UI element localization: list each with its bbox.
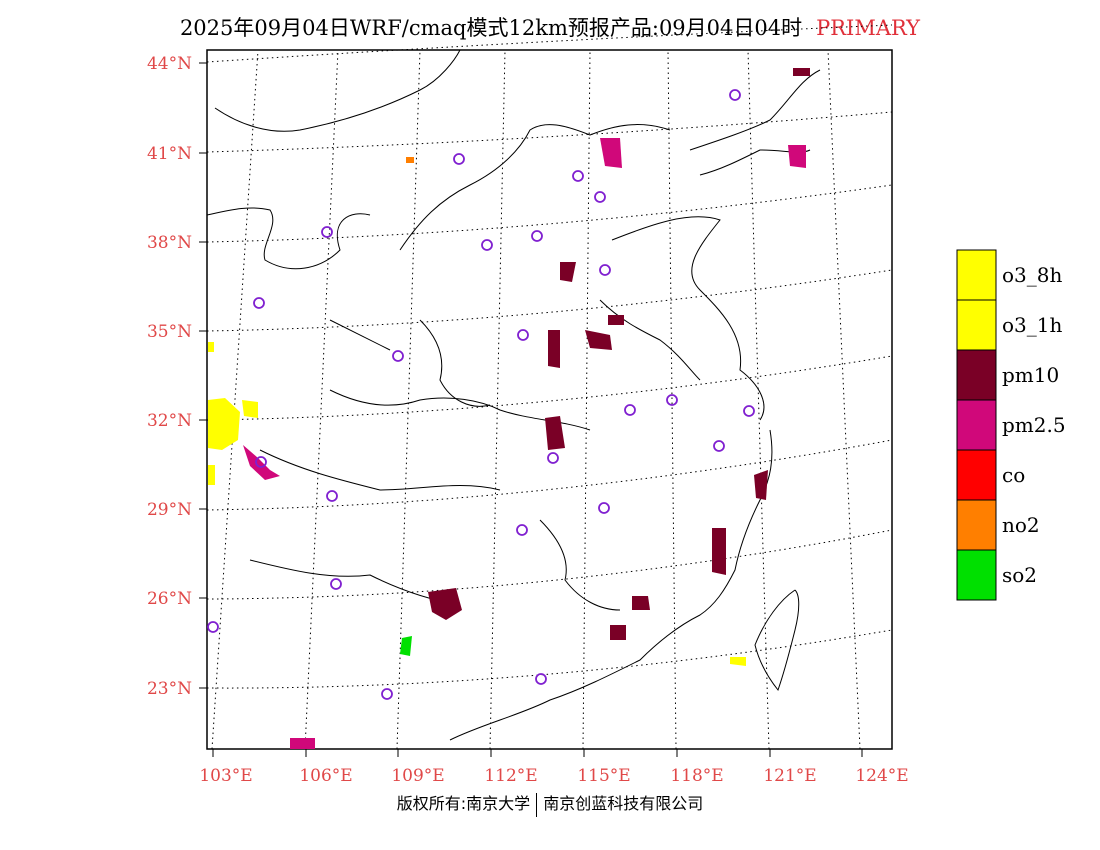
lat-label: 29°N xyxy=(147,500,192,520)
legend-label: so2 xyxy=(1002,563,1037,587)
legend-label: pm2.5 xyxy=(1002,413,1066,437)
lon-label: 118°E xyxy=(670,766,723,786)
primary-tag: PRIMARY xyxy=(816,16,921,40)
footer-divider xyxy=(536,792,538,817)
lon-label: 121°E xyxy=(763,766,816,786)
legend-swatch-pm25 xyxy=(956,399,997,451)
lat-label: 38°N xyxy=(147,233,192,253)
lat-label: 26°N xyxy=(147,589,192,609)
lon-label: 112°E xyxy=(484,766,537,786)
legend-swatch-o3-8h xyxy=(956,249,997,301)
lat-label: 44°N xyxy=(147,54,192,74)
lon-axis: 103°E 106°E 109°E 112°E 115°E 118°E 121°… xyxy=(199,749,909,786)
map-title: 2025年09月04日WRF/cmaq模式12km预报产品:09月04日04时 P… xyxy=(0,12,1100,42)
legend-swatch-co xyxy=(956,449,997,501)
copyright-company: 南京创蓝科技有限公司 xyxy=(543,794,704,813)
lat-axis: 44°N 41°N 38°N 35°N 32°N 29°N 26°N 23°N xyxy=(147,54,207,699)
map-frame xyxy=(206,49,893,750)
lat-label: 35°N xyxy=(147,322,192,342)
station-markers xyxy=(207,89,755,700)
copyright-owner: 版权所有:南京大学 xyxy=(396,794,531,813)
legend-label: co xyxy=(1002,463,1025,487)
lon-label: 124°E xyxy=(855,766,908,786)
lat-label: 23°N xyxy=(147,679,192,699)
legend-label: pm10 xyxy=(1002,363,1059,387)
lon-label: 106°E xyxy=(299,766,352,786)
title-text: 2025年09月04日WRF/cmaq模式12km预报产品:09月04日04时 xyxy=(179,16,803,40)
copyright-footer: 版权所有:南京大学 南京创蓝科技有限公司 xyxy=(0,790,1100,817)
lat-label: 32°N xyxy=(147,411,192,431)
pollution-patches xyxy=(208,68,810,749)
legend-swatch-so2 xyxy=(956,549,997,601)
legend-label: o3_1h xyxy=(1002,313,1062,337)
legend-swatch-o3-1h xyxy=(956,299,997,351)
legend-swatch-no2 xyxy=(956,499,997,551)
graticule xyxy=(206,24,893,750)
legend-swatch-pm10 xyxy=(956,349,997,401)
legend-label: o3_8h xyxy=(1002,263,1062,287)
legend: o3_8h o3_1h pm10 pm2.5 co no2 so2 xyxy=(956,249,1066,601)
legend-label: no2 xyxy=(1002,513,1040,537)
coastline-borders xyxy=(206,49,821,741)
lat-label: 41°N xyxy=(147,144,192,164)
lon-label: 109°E xyxy=(391,766,444,786)
lon-label: 115°E xyxy=(577,766,630,786)
lon-label: 103°E xyxy=(199,766,252,786)
